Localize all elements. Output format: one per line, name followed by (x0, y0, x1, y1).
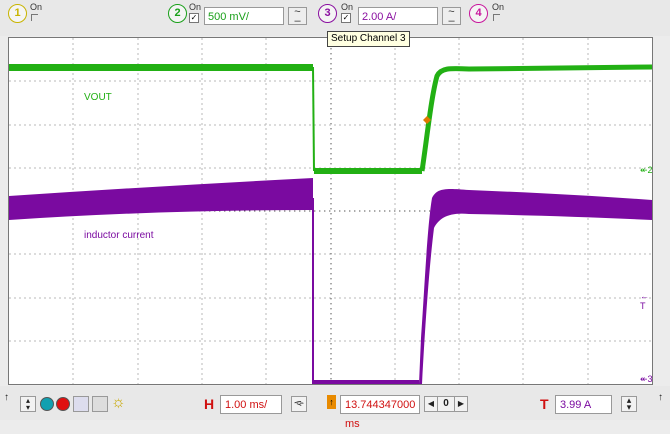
channel-3-marker-label: 3 (647, 374, 653, 384)
channel-1-checkbox[interactable] (31, 14, 38, 21)
channel-4-button[interactable]: 4 (469, 4, 488, 23)
channel-2-scale-field[interactable]: 500 mV/ (204, 7, 284, 25)
stop-circle-icon[interactable] (40, 397, 54, 411)
capture-icon[interactable] (73, 396, 89, 412)
delay-reference-icon[interactable]: ↑ (327, 395, 336, 409)
channel-3-level-marker[interactable]: ↞3 (640, 374, 653, 384)
channel-3-button[interactable]: 3 (318, 4, 337, 23)
trigger-marker-label: T (640, 301, 646, 311)
channel-2-level-marker[interactable]: ↞2 (640, 165, 653, 175)
delay-left-button[interactable]: ◀ (424, 396, 438, 412)
delay-right-button[interactable]: ▶ (454, 396, 468, 412)
horizontal-label: H (204, 396, 215, 412)
channel-2-coupling-button[interactable]: ~ – (288, 7, 307, 27)
channel-3-coupling-button[interactable]: ~ – (442, 7, 461, 27)
timebase-toolbar: ↑ ▴ ▾ ☼ H 1.00 ms/ ᯐ ↑ 13.744347000 ms ◀ … (0, 386, 670, 430)
channel-toolbar: 1 On 2 On ✓ 500 mV/ ~ – 3 On ✓ 2.00 A/ ~ –… (0, 0, 670, 36)
channel-2-button[interactable]: 2 (168, 4, 187, 23)
trigger-point-marker (423, 116, 431, 124)
trigger-level-marker[interactable]: ← T (640, 291, 649, 311)
channel-2-on-label: On (189, 2, 202, 12)
spin-updown-icon[interactable]: ▴ ▾ (20, 396, 36, 412)
vout-trace (9, 64, 652, 174)
trigger-label: T (540, 396, 549, 412)
channel-1-button[interactable]: 1 (8, 4, 27, 23)
setup-channel-tooltip: Setup Channel 3 (327, 31, 410, 47)
channel-4-on-label: On (492, 2, 505, 12)
timebase-field[interactable]: 1.00 ms/ (220, 395, 282, 414)
delay-field[interactable]: 13.744347000 ms (340, 395, 420, 430)
inductor-current-trace (9, 178, 652, 384)
vout-label: VOUT (84, 92, 112, 103)
channel-1-on-label: On (30, 2, 43, 12)
channel-2-marker-label: 2 (647, 165, 653, 175)
delay-center-button[interactable]: 0 (437, 396, 455, 412)
channel-3-scale-field[interactable]: 2.00 A/ (358, 7, 438, 25)
timebase-adjust-icon[interactable]: ᯐ (291, 396, 307, 412)
right-up-arrow-icon[interactable]: ↑ (658, 392, 663, 403)
waveform-display[interactable]: VOUT inductor current ↞2 ← T ↞3 (8, 37, 653, 385)
channel-3-checkbox[interactable]: ✓ (341, 13, 351, 23)
brightness-icon[interactable]: ☼ (111, 394, 126, 411)
run-circle-icon[interactable] (56, 397, 70, 411)
channel-3-on-label: On (341, 2, 354, 12)
inductor-current-label: inductor current (84, 230, 154, 241)
print-icon[interactable] (92, 396, 108, 412)
channel-2-checkbox[interactable]: ✓ (189, 13, 199, 23)
channel-4-checkbox[interactable] (493, 14, 500, 21)
trigger-spin-icon[interactable]: ▴ ▾ (621, 396, 637, 412)
up-arrow-icon[interactable]: ↑ (4, 392, 9, 403)
trigger-level-field[interactable]: 3.99 A (555, 395, 612, 414)
waveform-graticule (9, 38, 652, 384)
